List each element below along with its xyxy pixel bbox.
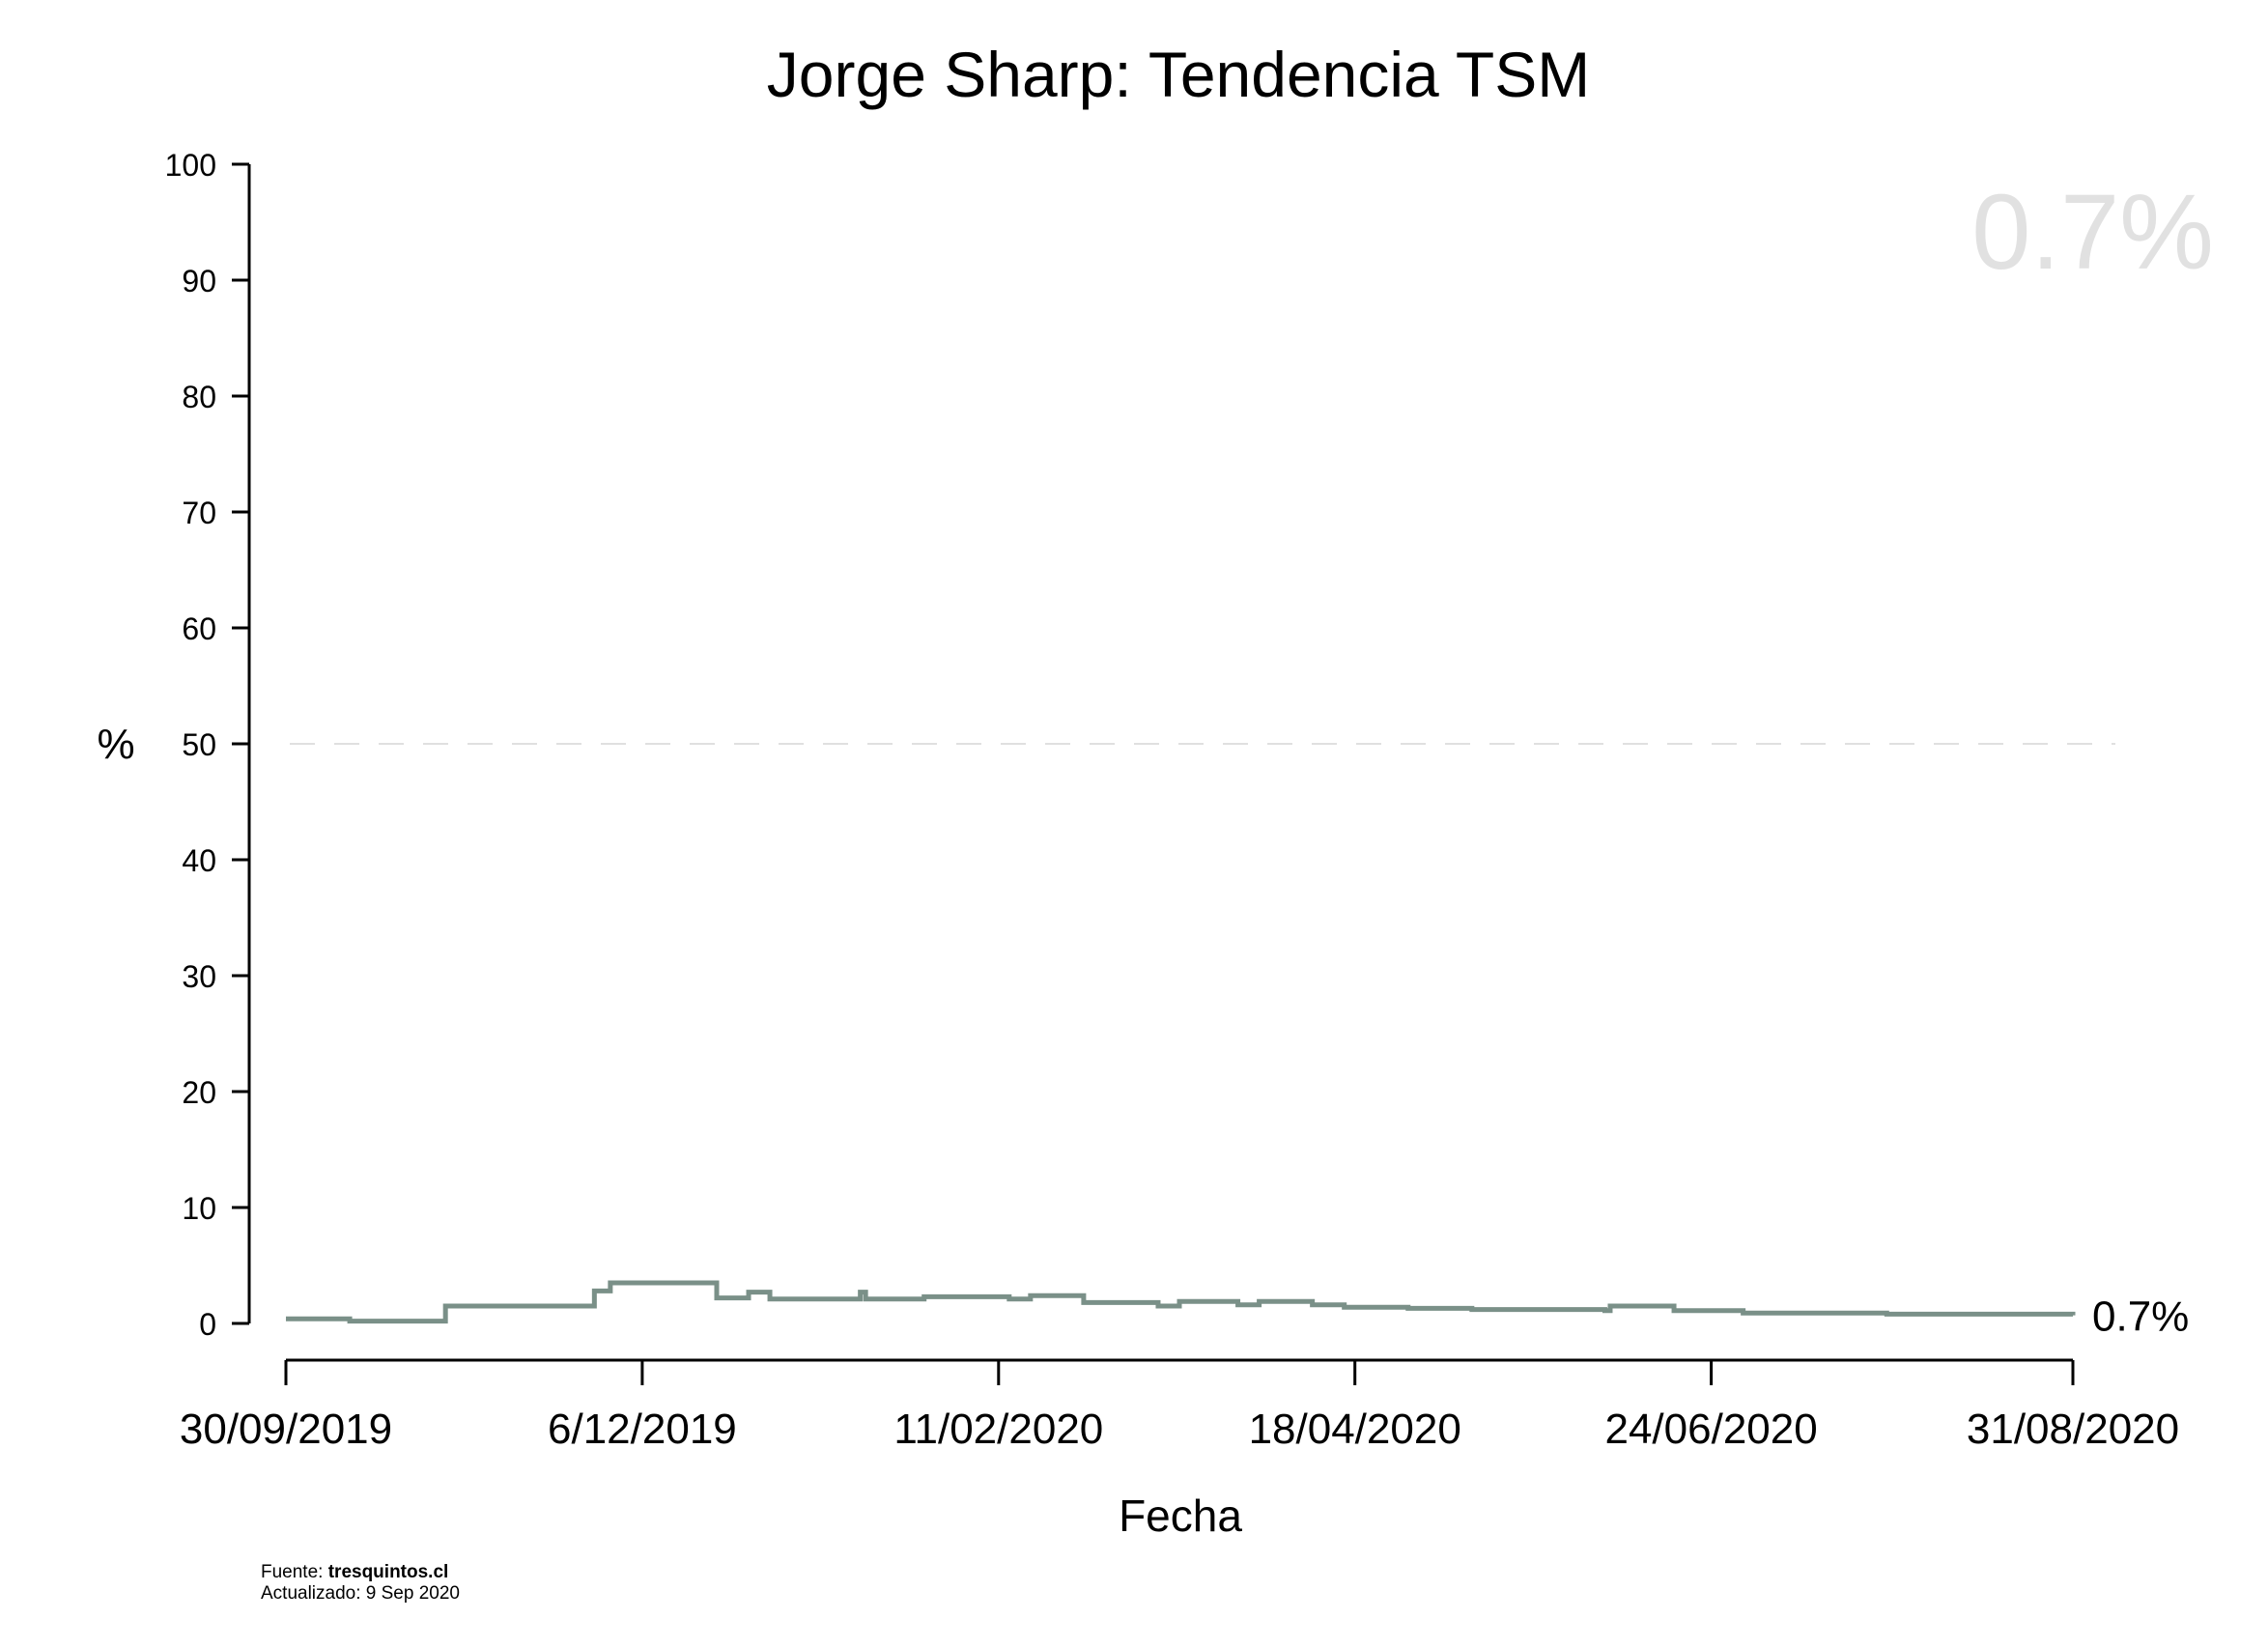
source-name: tresquintos.cl xyxy=(327,1562,449,1582)
y-tick-label: 60 xyxy=(182,611,216,646)
x-axis-label: Fecha xyxy=(1119,1491,1242,1541)
y-tick-label: 20 xyxy=(182,1075,216,1110)
source-line: Fuente: tresquintos.cl xyxy=(261,1562,460,1583)
last-value-label: 0.7% xyxy=(2092,1293,2189,1341)
updated-line: Actualizado: 9 Sep 2020 xyxy=(261,1583,460,1604)
y-tick-label: 80 xyxy=(182,380,216,414)
x-tick-label: 24/06/2020 xyxy=(1604,1406,1817,1453)
chart-title: Jorge Sharp: Tendencia TSM xyxy=(767,39,1590,110)
watermark-value: 0.7% xyxy=(1971,173,2214,292)
y-tick-label: 90 xyxy=(182,264,216,298)
y-axis: 0 10 20 30 40 50 60 70 80 90 100 xyxy=(165,148,251,1342)
y-tick-label: 70 xyxy=(182,496,216,530)
y-tick-label: 40 xyxy=(182,843,216,878)
footer: Fuente: tresquintos.cl Actualizado: 9 Se… xyxy=(261,1562,460,1605)
y-tick-label: 0 xyxy=(199,1307,216,1342)
y-axis-label: % xyxy=(97,721,134,768)
x-tick-label: 31/08/2020 xyxy=(1967,1406,2179,1453)
x-tick-label: 6/12/2019 xyxy=(548,1406,737,1453)
series-line xyxy=(286,1280,2076,1324)
x-tick-label: 30/09/2019 xyxy=(180,1406,392,1453)
y-tick-label: 100 xyxy=(165,148,216,183)
x-axis: 30/09/2019 6/12/2019 11/02/2020 18/04/2020 2… xyxy=(180,1358,2179,1453)
x-tick-label: 18/04/2020 xyxy=(1249,1406,1461,1453)
y-tick-label: 10 xyxy=(182,1191,216,1226)
y-tick-label: 50 xyxy=(182,727,216,762)
source-prefix: Fuente: xyxy=(261,1562,328,1582)
x-tick-label: 11/02/2020 xyxy=(893,1406,1103,1453)
y-tick-label: 30 xyxy=(182,959,216,994)
